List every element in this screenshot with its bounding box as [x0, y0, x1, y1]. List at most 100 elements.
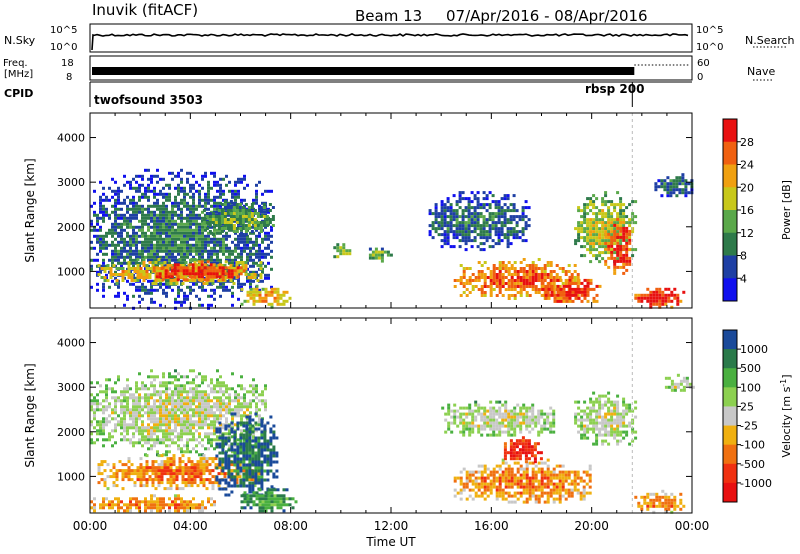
data-cell — [264, 399, 267, 403]
data-cell — [537, 288, 541, 291]
data-cell — [219, 396, 222, 400]
data-cell — [661, 296, 665, 300]
data-cell — [257, 478, 261, 482]
data-cell — [217, 227, 221, 230]
data-cell — [174, 228, 177, 232]
data-cell — [121, 469, 125, 473]
data-cell — [519, 294, 523, 297]
data-cell — [255, 261, 258, 265]
data-cell — [619, 209, 623, 213]
data-cell — [207, 186, 210, 190]
data-cell — [103, 276, 107, 279]
data-cell — [242, 454, 246, 458]
data-cell — [133, 270, 137, 273]
data-cell — [162, 243, 165, 247]
data-cell — [126, 279, 129, 283]
data-cell — [186, 207, 189, 211]
data-cell — [180, 417, 183, 421]
data-cell — [144, 219, 147, 223]
data-cell — [153, 414, 156, 418]
data-cell — [485, 203, 489, 207]
data-cell — [458, 197, 462, 201]
data-cell — [228, 246, 231, 250]
data-cell — [192, 234, 195, 238]
data-cell — [534, 267, 538, 270]
freq-unit: [MHz] — [4, 69, 33, 80]
data-cell — [195, 438, 198, 442]
data-cell — [453, 285, 457, 288]
data-cell — [135, 261, 138, 265]
data-cell — [219, 405, 222, 409]
data-cell — [522, 288, 526, 291]
data-cell — [260, 421, 264, 425]
data-cell — [273, 296, 277, 300]
data-cell — [634, 248, 638, 252]
data-cell — [218, 457, 222, 461]
data-cell — [144, 222, 147, 226]
data-cell — [598, 245, 602, 249]
data-cell — [604, 191, 608, 195]
data-cell — [177, 204, 180, 208]
data-cell — [171, 432, 174, 436]
data-cell — [165, 183, 168, 187]
data-cell — [141, 423, 144, 427]
cpid-label: CPID — [4, 87, 33, 100]
data-cell — [129, 417, 132, 421]
data-cell — [177, 192, 180, 196]
data-cell — [172, 454, 176, 458]
data-cell — [180, 201, 183, 205]
data-cell — [162, 402, 165, 406]
data-cell — [276, 287, 280, 291]
data-cell — [527, 206, 531, 210]
data-cell — [243, 234, 246, 238]
data-cell — [123, 420, 126, 424]
data-cell — [458, 224, 462, 228]
data-cell — [272, 472, 276, 476]
data-cell — [589, 236, 593, 240]
data-cell — [153, 249, 156, 253]
data-cell — [150, 438, 153, 442]
data-cell — [183, 384, 186, 388]
data-cell — [664, 299, 668, 303]
data-cell — [97, 481, 101, 485]
data-cell — [589, 197, 593, 201]
data-cell — [625, 259, 629, 263]
data-cell — [205, 466, 209, 470]
data-cell — [622, 232, 626, 236]
data-cell — [105, 399, 108, 403]
data-cell — [211, 481, 215, 485]
data-cell — [123, 435, 126, 439]
data-cell — [156, 198, 159, 202]
data-cell — [177, 294, 180, 298]
data-cell — [216, 252, 219, 256]
data-cell — [153, 408, 156, 412]
data-cell — [200, 269, 204, 273]
data-cell — [159, 420, 162, 424]
data-cell — [177, 384, 180, 388]
data-cell — [168, 396, 171, 400]
data-cell — [232, 218, 236, 221]
data-cell — [440, 206, 444, 210]
data-cell — [192, 195, 195, 199]
data-cell — [112, 264, 116, 267]
data-cell — [479, 233, 483, 237]
data-cell — [196, 484, 200, 488]
data-cell — [135, 381, 138, 385]
data-cell — [681, 182, 685, 186]
data-cell — [541, 284, 545, 288]
data-cell — [199, 469, 203, 473]
data-cell — [243, 243, 246, 247]
data-cell — [678, 191, 682, 195]
data-cell — [461, 218, 465, 222]
data-cell — [222, 243, 225, 247]
data-cell — [129, 180, 132, 184]
data-cell — [195, 393, 198, 397]
data-cell — [543, 279, 547, 282]
data-cell — [261, 201, 264, 205]
data-cell — [123, 411, 126, 415]
data-cell — [494, 230, 498, 234]
data-cell — [216, 417, 219, 421]
data-cell — [111, 429, 114, 433]
data-cell — [507, 273, 511, 276]
data-cell — [267, 261, 270, 265]
